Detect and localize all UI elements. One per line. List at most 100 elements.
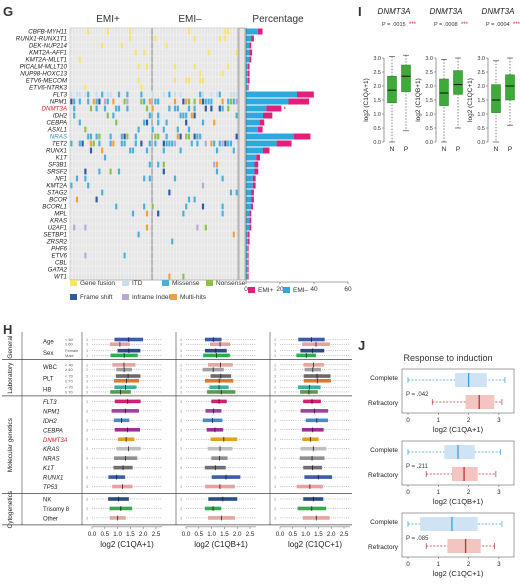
- header-percentage: Percentage: [252, 14, 304, 25]
- row-label: Other: [43, 516, 58, 522]
- x-tick-label: 1.5: [314, 531, 323, 538]
- mutation-cell: [232, 98, 235, 105]
- mini-tick-label: 3: [86, 390, 88, 394]
- mutation-cell: [140, 140, 143, 147]
- mutation-cell: [70, 98, 73, 105]
- mutation-cell: [145, 210, 149, 217]
- mutation-cell: [204, 105, 207, 112]
- mutation-cell: [101, 42, 104, 49]
- mutation-cell: [221, 70, 224, 77]
- mutation-cell: [157, 98, 160, 105]
- bar-emi-pos: [276, 140, 292, 147]
- gene-label: SF3B1: [48, 162, 67, 169]
- mutation-cell: [229, 140, 233, 147]
- bar-emi-pos: [297, 91, 314, 98]
- mutation-cell: [199, 133, 202, 140]
- response-title: Response to induction: [403, 353, 492, 363]
- panel-h-boxplots: Age < 60 3 3 3 ≥ 60 3 3 3 Sex Female 3 3 3 Male 3 3 3 Gene…: [2, 332, 352, 549]
- bar-emi-neg: [246, 252, 248, 259]
- x-tick-label: 0.5: [288, 531, 297, 538]
- mini-tick-label: 3: [274, 438, 276, 442]
- mini-tick-label: 3: [274, 338, 276, 342]
- bar-axis-tick-label: 0: [244, 286, 248, 293]
- gene-label: RUNX1-RUNX1T1: [16, 36, 67, 43]
- mutation-cell: [196, 133, 199, 140]
- mutation-cell: [165, 140, 168, 147]
- x-category-label: N: [442, 146, 447, 153]
- mini-tick-label: 3: [274, 419, 276, 423]
- mutation-cell: [171, 140, 174, 147]
- sub-label: < 60: [65, 337, 74, 342]
- box: [439, 78, 449, 106]
- mutation-cell: [157, 133, 160, 140]
- mutation-cell: [229, 91, 233, 98]
- bar-emi-neg: [246, 49, 250, 56]
- y-tick-label: 2.5: [477, 70, 485, 76]
- panel-letter-g: G: [3, 4, 14, 19]
- mini-tick-label: 3: [180, 498, 182, 502]
- category-label-cr-1: Complete: [370, 447, 398, 454]
- bar-emi-neg: [246, 126, 258, 133]
- mutation-cell: [101, 91, 104, 98]
- header-emi-neg: EMI–: [178, 14, 202, 25]
- mutation-cell: [73, 98, 76, 105]
- mutation-cell: [165, 42, 168, 49]
- mutation-cell: [106, 112, 109, 119]
- gene-label: NPM1: [50, 99, 67, 106]
- p-value: P = .0015: [382, 22, 406, 28]
- mutation-cell: [193, 35, 196, 42]
- bar-emi-neg: [246, 231, 248, 238]
- mini-tick-label: 3: [86, 428, 88, 432]
- y-tick-label: 3.0: [373, 56, 381, 62]
- gene-label: ASXL1: [47, 127, 67, 134]
- mini-tick-label: 3: [180, 386, 182, 390]
- row-label: TP53: [43, 485, 58, 491]
- x-tick-label: 1.5: [126, 531, 135, 538]
- mutation-cell: [92, 98, 95, 105]
- bar-emi-neg: [246, 266, 248, 273]
- bar-emi-neg: [246, 210, 250, 217]
- gene-label: CBL: [55, 260, 68, 267]
- bar-emi-pos: [252, 182, 256, 189]
- bar-emi-neg: [246, 147, 263, 154]
- cr-box: [420, 517, 478, 531]
- bar-emi-pos: [249, 217, 252, 224]
- mutation-cell: [87, 91, 90, 98]
- mutation-cell: [218, 91, 221, 98]
- mutation-cell: [92, 140, 95, 147]
- mutation-cell: [224, 140, 227, 147]
- mutation-cell: [98, 168, 101, 175]
- mutation-cell: [143, 98, 146, 105]
- bar-emi-neg: [246, 140, 277, 147]
- mutation-cell: [176, 105, 179, 112]
- legend-label: EMI+: [258, 287, 274, 294]
- gene-label: CBFB-MYH11: [28, 29, 67, 36]
- mutation-cell: [123, 140, 126, 147]
- mutation-cell: [78, 119, 81, 126]
- bar-emi-neg: [246, 42, 250, 49]
- mini-tick-label: 3: [86, 485, 88, 489]
- mutation-cell: [120, 42, 123, 49]
- x-tick-label: 3: [497, 418, 501, 424]
- mutation-cell: [95, 133, 98, 140]
- mini-tick-label: 3: [274, 390, 276, 394]
- x-axis-label: log2 (C1QB+1): [433, 497, 484, 506]
- category-label-refractory: Refractory: [368, 544, 399, 551]
- mini-tick-label: 3: [274, 476, 276, 480]
- bar-emi-pos: [247, 84, 249, 91]
- mutation-cell: [134, 49, 137, 56]
- mutation-cell: [120, 140, 123, 147]
- box: [491, 84, 501, 113]
- mutation-cell: [98, 140, 101, 147]
- mutation-cell: [193, 196, 196, 203]
- bar-emi-neg: [246, 161, 255, 168]
- x-tick-label: 2.5: [152, 531, 161, 538]
- mutation-cell: [196, 140, 199, 147]
- x-tick-label: 2.0: [327, 531, 336, 538]
- p-value: P = .042: [406, 392, 429, 398]
- mutation-cell: [162, 126, 165, 133]
- y-tick-label: 3.0: [425, 56, 433, 62]
- mutation-cell: [185, 203, 188, 210]
- group-label: Laboratory: [7, 362, 14, 394]
- mutation-cell: [137, 231, 140, 238]
